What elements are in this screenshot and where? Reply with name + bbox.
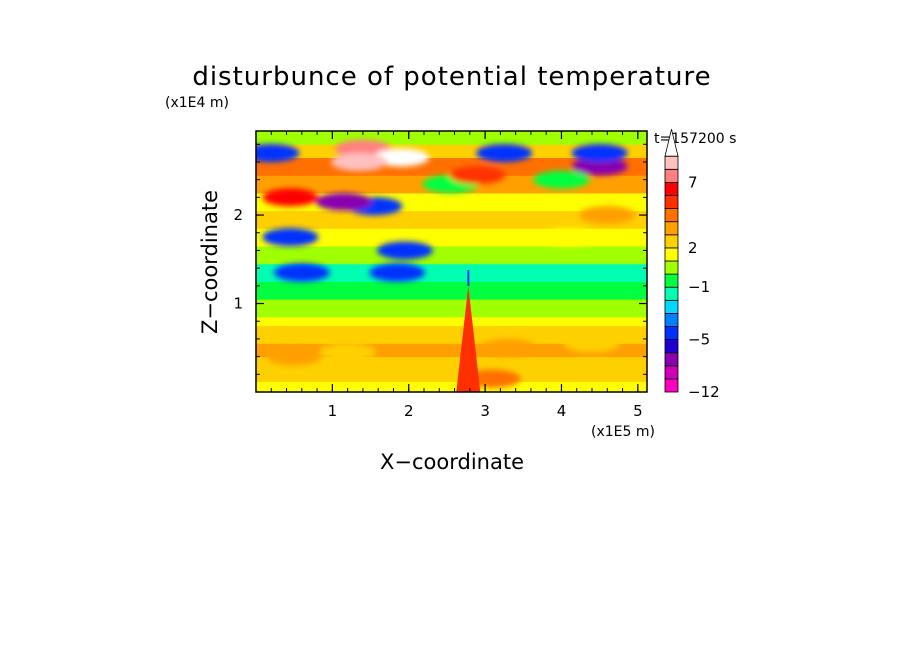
field-layer [256, 356, 647, 382]
colorbar-segment [664, 326, 679, 341]
colorbar-tick-label: −5 [688, 331, 710, 349]
colorbar: −12−5−127 [664, 129, 720, 401]
field-blob [256, 144, 300, 163]
colorbar-segment [664, 208, 679, 223]
x-axis-unit: (x1E5 m) [591, 424, 655, 440]
field-blobs [256, 139, 636, 388]
colorbar-segment [664, 221, 679, 236]
y-axis-label: Z−coordinate [198, 190, 222, 334]
field-blob [571, 144, 628, 163]
field-layer [256, 381, 647, 392]
time-label: t=157200 s [654, 131, 736, 147]
field-blob [579, 206, 636, 225]
field-blob [266, 347, 323, 366]
colorbar-segment [664, 286, 679, 301]
field-blob [476, 144, 533, 163]
field-layer [256, 246, 647, 265]
colorbar-segment [664, 181, 679, 196]
y-tick-label: 1 [233, 295, 243, 313]
x-axis-label: X−coordinate [380, 450, 524, 474]
y-tick-label: 2 [233, 206, 243, 224]
field-blob [262, 188, 319, 207]
field-layer [256, 325, 647, 344]
x-tick-label: 4 [557, 402, 567, 420]
field-blob [564, 334, 621, 353]
chart-title: disturbunce of potential temperature [192, 62, 711, 92]
mountain-wave-spike [456, 285, 481, 392]
field-blob [273, 263, 330, 282]
colorbar-segment [664, 352, 679, 367]
colorbar-segment [664, 339, 679, 354]
field-blob [449, 166, 506, 185]
field-blob [331, 152, 388, 171]
field-blob [571, 157, 628, 176]
field-layer [256, 299, 647, 318]
colorbar-tick-label: 7 [688, 173, 698, 191]
field-blob [533, 170, 590, 189]
contour-field [256, 131, 647, 392]
field-layer [256, 210, 647, 229]
colorbar-segment [664, 365, 679, 380]
colorbar-segment [664, 247, 679, 262]
field-layer [256, 281, 647, 300]
colorbar-segment [664, 168, 679, 183]
x-axis-ticks: 1 2 3 4 5 [270, 131, 643, 420]
y-axis-ticks: 12 [233, 143, 647, 375]
field-layer [256, 131, 647, 145]
x-tick-label: 3 [480, 402, 490, 420]
y-axis-unit: (x1E4 m) [165, 95, 229, 111]
colorbar-extend-arrow [664, 129, 679, 157]
colorbar-segment [664, 260, 679, 275]
field-blob [373, 148, 430, 167]
colorbar-tick-label: −12 [688, 383, 720, 401]
field-layer [256, 263, 647, 282]
field-blob [315, 192, 372, 211]
field-layer [256, 316, 647, 327]
field-blob [369, 263, 426, 282]
colorbar-segment [664, 299, 679, 314]
colorbar-segment [664, 195, 679, 210]
field-blob [480, 338, 537, 357]
field-blob [319, 343, 376, 362]
colorbar-tick-label: 2 [688, 239, 698, 257]
colorbar-segment [664, 273, 679, 288]
colorbar-segment [664, 312, 679, 327]
field-blob [262, 228, 319, 247]
plot-frame [255, 130, 648, 393]
field-blob [376, 241, 433, 260]
x-tick-label: 2 [404, 402, 414, 420]
colorbar-tick-label: −1 [688, 278, 710, 296]
x-tick-label: 1 [328, 402, 338, 420]
colorbar-segment [664, 155, 679, 170]
colorbar-segment [664, 234, 679, 249]
colorbar-segment [664, 378, 679, 393]
field-blob [541, 228, 598, 247]
x-tick-label: 5 [633, 402, 643, 420]
